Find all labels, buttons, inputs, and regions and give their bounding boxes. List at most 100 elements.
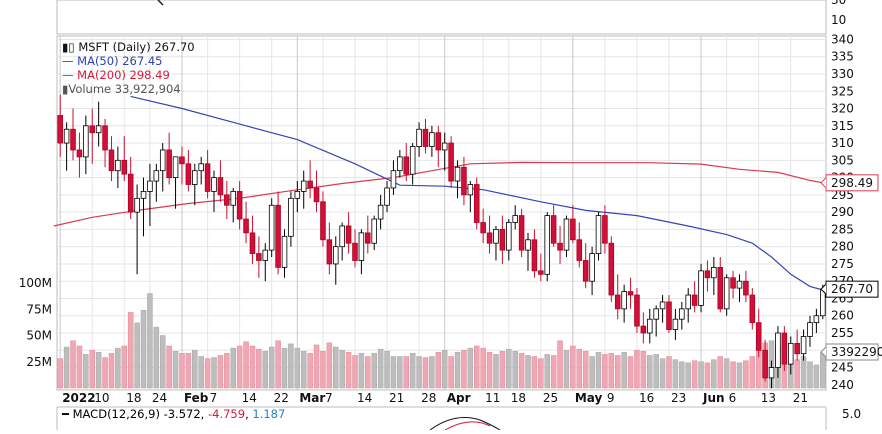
candle — [531, 229, 538, 278]
main-panel-frame — [56, 35, 827, 391]
top-axis-tick: 10 — [831, 13, 846, 27]
price-tick-label: 310 — [831, 136, 854, 150]
price-tick-label: 260 — [831, 309, 854, 323]
candle-body — [115, 159, 121, 172]
volume-bar — [679, 361, 685, 389]
x-tick-label: May — [575, 391, 603, 405]
price-tick-label: 295 — [831, 188, 854, 202]
candle-body — [166, 149, 172, 179]
volume-bar — [499, 351, 506, 389]
candle-body — [794, 342, 800, 355]
volume-bar — [473, 345, 480, 389]
candle-body — [416, 128, 422, 147]
candle — [320, 191, 326, 247]
volume-bar — [717, 356, 724, 389]
x-tick-label: 13 — [761, 391, 776, 405]
candle-body — [409, 146, 416, 175]
volume-bar — [730, 361, 736, 389]
candle — [294, 181, 301, 213]
legend-title: ▮▯ MSFT (Daily) 267.70 — [62, 40, 195, 54]
volume-bar — [800, 356, 807, 389]
candle-body — [621, 291, 627, 310]
candle — [646, 308, 653, 344]
volume-bar — [70, 340, 76, 389]
candle-body — [89, 125, 96, 134]
volume-bar — [95, 352, 102, 389]
candle — [480, 208, 486, 244]
candle-body — [249, 232, 256, 254]
candle-body — [659, 301, 666, 310]
volume-bar — [140, 310, 147, 389]
volume-bar — [83, 354, 89, 389]
macd-signal-line — [444, 421, 491, 431]
candle — [429, 125, 435, 157]
candle — [281, 229, 288, 278]
macd-line — [429, 417, 501, 431]
candle-body — [217, 177, 224, 196]
volume-bar — [595, 352, 602, 389]
candle-body — [653, 308, 659, 320]
candle-body — [339, 225, 345, 248]
candle-body — [614, 294, 621, 310]
candle-body — [538, 270, 544, 275]
candle — [384, 181, 390, 213]
candle-body — [294, 191, 301, 199]
candle-body — [243, 218, 249, 234]
volume-bar — [371, 353, 377, 389]
volume-bar — [435, 352, 442, 389]
candle-body — [365, 232, 371, 244]
price-tick-label: 290 — [831, 205, 854, 219]
candle — [794, 329, 800, 361]
candle — [602, 205, 608, 254]
candle-body — [506, 222, 512, 251]
volume-bar — [454, 352, 461, 389]
volume-bar — [89, 349, 95, 389]
candle — [140, 177, 147, 237]
candle-body — [102, 125, 108, 151]
volume-bar — [480, 347, 486, 389]
price-tick-label: 315 — [831, 119, 854, 133]
volume-bar — [333, 346, 339, 389]
candle — [711, 257, 717, 296]
x-tick-label: 11 — [485, 391, 500, 405]
volume-bar — [429, 356, 435, 389]
candle — [557, 225, 563, 264]
candle — [589, 246, 595, 296]
legend-ma50: — MA(50) 267.45 — [62, 54, 163, 68]
volume-bar — [345, 352, 352, 389]
candle-body — [198, 163, 204, 172]
candle-body — [256, 253, 262, 261]
candle — [499, 215, 506, 264]
candle-body — [172, 156, 179, 179]
candle-body — [467, 184, 474, 196]
volume-bar — [390, 356, 397, 389]
candle-body — [691, 294, 698, 306]
volume-bar — [63, 346, 70, 389]
candle — [371, 215, 377, 251]
volume-bar — [192, 349, 198, 389]
volume-bar — [236, 345, 243, 389]
volume-bar — [397, 356, 403, 389]
candle-body — [768, 367, 775, 379]
candle — [204, 149, 211, 199]
candle — [525, 232, 531, 271]
candle — [313, 170, 320, 213]
volume-bar — [704, 362, 711, 389]
candle-body — [518, 215, 525, 251]
x-tick-label: 16 — [639, 391, 654, 405]
candle — [134, 184, 140, 275]
candle — [159, 143, 166, 192]
price-tick-label: 325 — [831, 84, 854, 98]
candle — [397, 149, 403, 178]
price-tick-label: 280 — [831, 240, 854, 254]
candle — [467, 181, 474, 213]
candle-body — [268, 204, 275, 251]
candle — [115, 146, 121, 188]
candle — [217, 160, 224, 202]
candle-body — [211, 177, 217, 192]
candle — [435, 125, 442, 168]
candle-body — [236, 191, 243, 220]
x-tick-label: 7 — [210, 391, 218, 405]
candle — [416, 122, 422, 157]
candle-body — [634, 294, 640, 327]
